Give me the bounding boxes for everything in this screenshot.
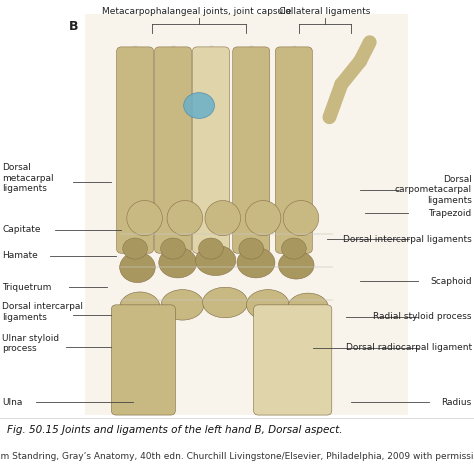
Ellipse shape [159,248,197,278]
Ellipse shape [119,292,160,323]
FancyBboxPatch shape [192,47,229,253]
FancyBboxPatch shape [155,47,191,253]
Text: Ulnar styloid
process: Ulnar styloid process [2,333,60,353]
Bar [85,14,408,415]
Ellipse shape [161,238,185,259]
Ellipse shape [288,293,328,321]
Text: From Standring, Gray’s Anatomy, 40th edn. Churchill Livingstone/Elsevier, Philad: From Standring, Gray’s Anatomy, 40th edn… [0,452,474,461]
Ellipse shape [183,93,214,118]
Ellipse shape [246,290,289,320]
Ellipse shape [202,287,247,318]
FancyBboxPatch shape [117,47,154,253]
FancyBboxPatch shape [111,305,175,415]
Text: Metacarpophalangeal joints, joint capsule: Metacarpophalangeal joints, joint capsul… [102,7,292,16]
Text: Ulna: Ulna [2,398,23,407]
Ellipse shape [127,201,162,235]
Text: Trapezoid: Trapezoid [428,209,472,218]
Text: Scaphoid: Scaphoid [430,277,472,286]
Ellipse shape [205,201,240,235]
Ellipse shape [239,238,264,259]
Text: Dorsal
carpometacarpal
ligaments: Dorsal carpometacarpal ligaments [394,175,472,205]
Text: Hamate: Hamate [2,251,38,260]
FancyBboxPatch shape [275,47,312,253]
Text: Radius: Radius [441,398,472,407]
Ellipse shape [237,248,275,278]
Text: B: B [69,20,78,33]
Ellipse shape [123,238,147,259]
Ellipse shape [167,201,203,235]
Ellipse shape [119,252,155,282]
Text: Radial styloid process: Radial styloid process [373,312,472,321]
FancyBboxPatch shape [254,305,332,415]
Ellipse shape [161,290,204,320]
FancyBboxPatch shape [233,47,270,253]
Text: Dorsal radiocarpal ligament: Dorsal radiocarpal ligament [346,343,472,353]
Text: Collateral ligaments: Collateral ligaments [279,7,370,16]
Ellipse shape [199,238,223,259]
Ellipse shape [195,245,236,276]
Text: Dorsal intercarpal ligaments: Dorsal intercarpal ligaments [343,234,472,244]
Text: Dorsal
metacarpal
ligaments: Dorsal metacarpal ligaments [2,163,54,193]
Ellipse shape [282,238,306,259]
Text: Triquetrum: Triquetrum [2,282,52,292]
Ellipse shape [283,201,319,235]
Text: Fig. 50.15 Joints and ligaments of the left hand B, Dorsal aspect.: Fig. 50.15 Joints and ligaments of the l… [7,425,343,435]
Ellipse shape [246,201,281,235]
Text: Dorsal intercarpal
ligaments: Dorsal intercarpal ligaments [2,302,83,322]
Ellipse shape [279,251,314,279]
Text: Capitate: Capitate [2,225,41,234]
